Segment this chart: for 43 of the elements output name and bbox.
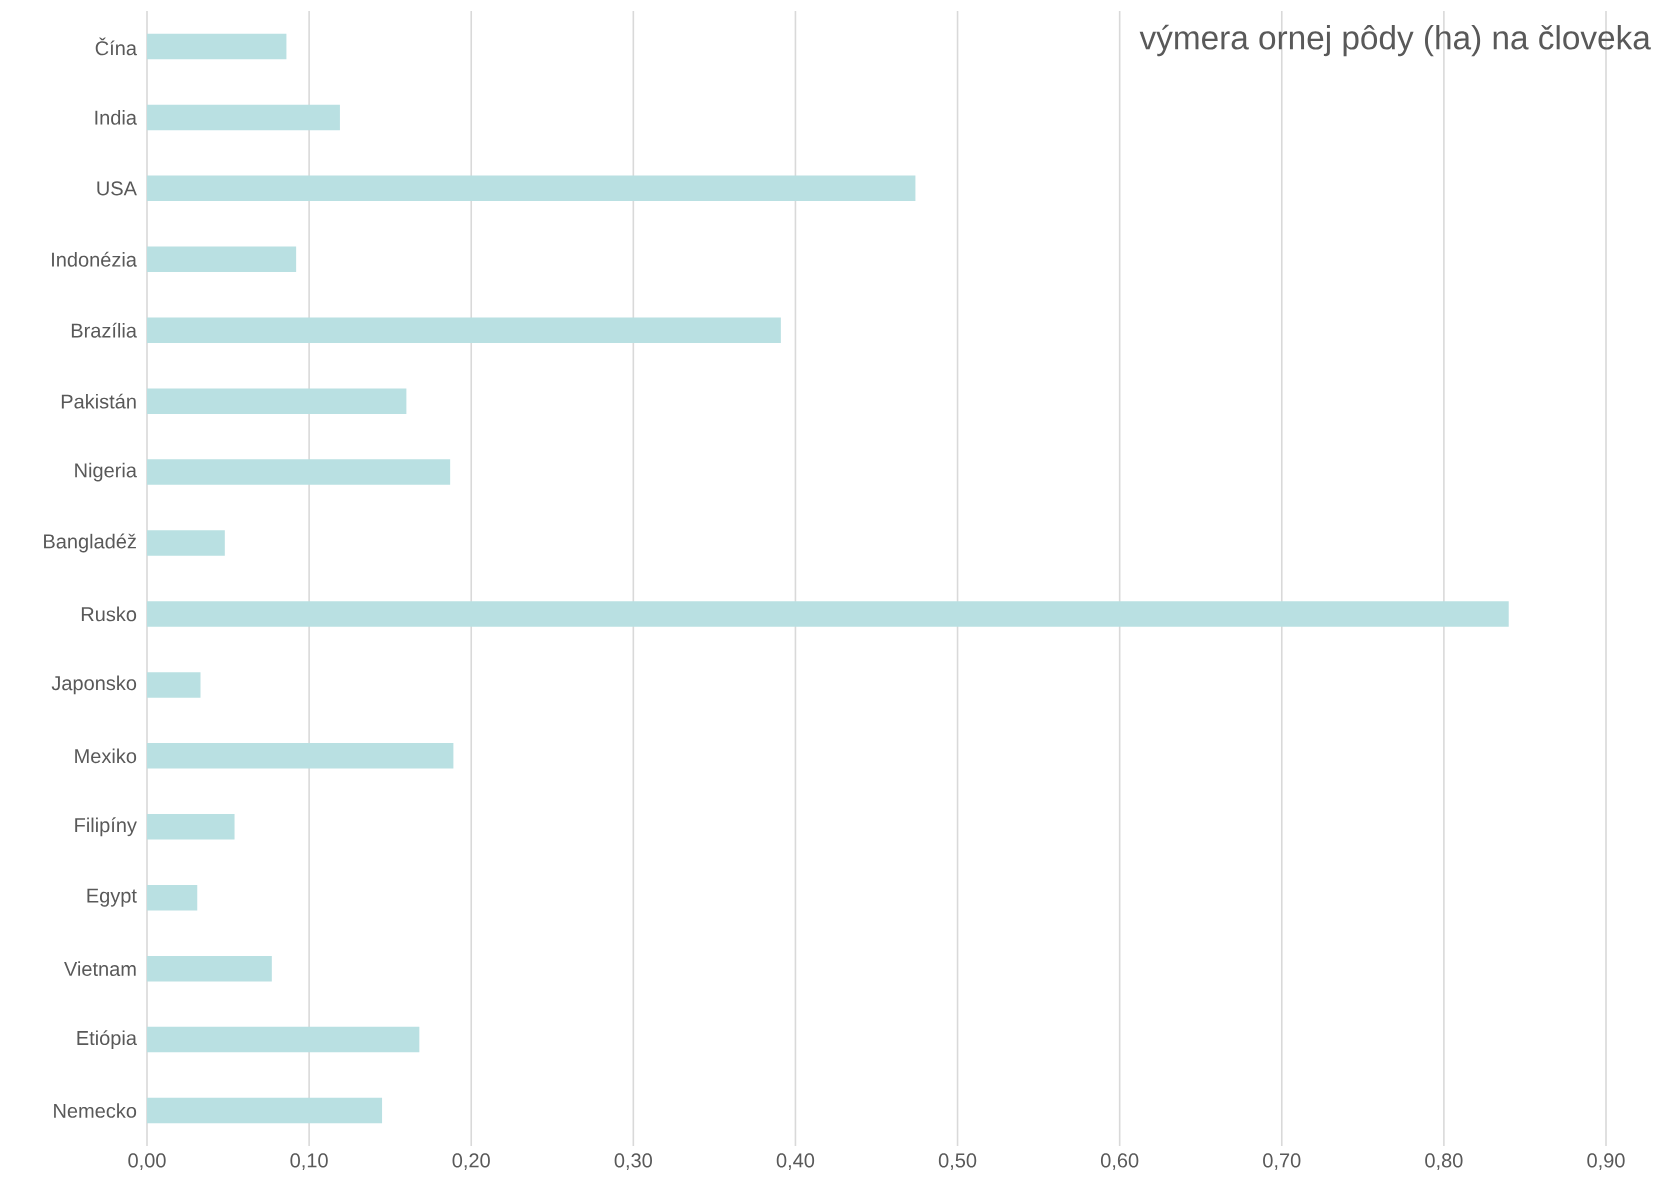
- bar: [147, 33, 287, 60]
- x-tick-label: 0,20: [452, 1153, 490, 1170]
- x-tick-label: 0,70: [1263, 1153, 1301, 1170]
- bar: [147, 246, 297, 273]
- x-tick-label: 0,60: [1100, 1153, 1139, 1170]
- y-tick-label: Rusko: [81, 606, 137, 622]
- y-tick-label: Filipíny: [75, 817, 137, 837]
- bar: [147, 601, 1509, 627]
- x-tick-label: 0,30: [614, 1153, 652, 1170]
- x-tick-label: 0,80: [1425, 1153, 1463, 1170]
- bar: [147, 955, 272, 982]
- y-tick-label: Bangladéž: [44, 533, 136, 553]
- x-tick-label: 0,40: [776, 1153, 815, 1170]
- y-tick-label: Vietnam: [64, 961, 136, 976]
- bar: [147, 175, 916, 202]
- bar: [147, 1097, 383, 1124]
- y-tick-label: Egypt: [87, 888, 137, 907]
- bar: [147, 743, 454, 769]
- chart-title: výmera ornej pôdy (ha) na človeka: [1139, 24, 1651, 57]
- y-tick-label: Brazília: [71, 322, 137, 338]
- y-tick-label: Nemecko: [54, 1103, 137, 1118]
- y-tick-label: India: [95, 110, 137, 125]
- bar: [147, 530, 225, 556]
- bar: [147, 388, 407, 414]
- x-tick-label: 0,00: [128, 1153, 166, 1170]
- y-tick-label: Čína: [95, 37, 137, 56]
- x-tick-label: 0,50: [938, 1153, 977, 1170]
- bar: [147, 459, 451, 485]
- bar: [147, 317, 781, 343]
- bar: [147, 814, 235, 840]
- y-tick-label: Japonsko: [51, 675, 137, 695]
- y-tick-label: USA: [97, 181, 137, 196]
- y-tick-label: Indonézia: [52, 251, 137, 267]
- y-tick-label: Mexiko: [75, 748, 137, 764]
- bar: [147, 104, 340, 131]
- x-tick-label: 0,90: [1587, 1153, 1625, 1170]
- y-tick-label: Etiópia: [77, 1030, 137, 1050]
- x-tick-label: 0,10: [290, 1153, 328, 1170]
- bar: [147, 884, 198, 911]
- y-tick-label: Nigeria: [75, 462, 137, 482]
- bar: [147, 672, 201, 698]
- y-tick-label: Pakistán: [61, 393, 136, 409]
- bar: [147, 1026, 420, 1053]
